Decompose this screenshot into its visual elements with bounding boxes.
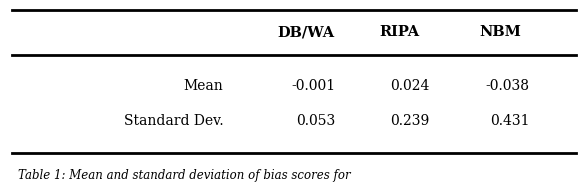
Text: RIPA: RIPA xyxy=(380,25,420,39)
Text: -0.038: -0.038 xyxy=(485,79,529,93)
Text: 0.053: 0.053 xyxy=(296,114,335,128)
Text: 0.239: 0.239 xyxy=(390,114,429,128)
Text: Mean: Mean xyxy=(183,79,223,93)
Text: Standard Dev.: Standard Dev. xyxy=(124,114,223,128)
Text: NBM: NBM xyxy=(479,25,521,39)
Text: Table 1: Mean and standard deviation of bias scores for: Table 1: Mean and standard deviation of … xyxy=(18,169,350,182)
Text: 0.431: 0.431 xyxy=(490,114,529,128)
Text: 0.024: 0.024 xyxy=(390,79,429,93)
Text: -0.001: -0.001 xyxy=(291,79,335,93)
Text: DB/WA: DB/WA xyxy=(277,25,335,39)
